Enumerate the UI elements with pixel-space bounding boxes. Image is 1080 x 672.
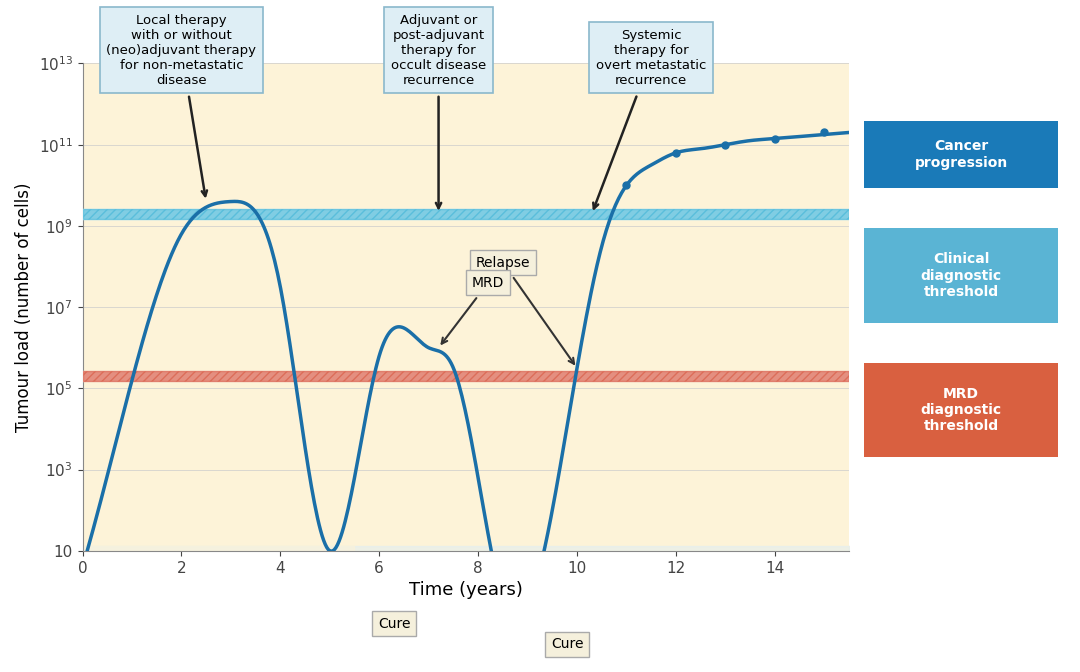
X-axis label: Time (years): Time (years) bbox=[409, 581, 523, 599]
Text: MRD
diagnostic
threshold: MRD diagnostic threshold bbox=[920, 386, 1002, 433]
Text: Cure: Cure bbox=[551, 637, 583, 651]
Text: Adjuvant or
post-adjuvant
therapy for
occult disease
recurrence: Adjuvant or post-adjuvant therapy for oc… bbox=[391, 13, 486, 208]
Text: Local therapy
with or without
(neo)adjuvant therapy
for non-metastatic
disease: Local therapy with or without (neo)adjuv… bbox=[107, 13, 256, 196]
Y-axis label: Tumour load (number of cells): Tumour load (number of cells) bbox=[15, 182, 33, 432]
Text: Systemic
therapy for
overt metastatic
recurrence: Systemic therapy for overt metastatic re… bbox=[593, 29, 706, 208]
Text: Relapse: Relapse bbox=[475, 255, 575, 364]
Text: MRD: MRD bbox=[442, 276, 504, 343]
Text: Cancer
progression: Cancer progression bbox=[915, 140, 1008, 169]
Text: Clinical
diagnostic
threshold: Clinical diagnostic threshold bbox=[920, 252, 1002, 299]
Text: Cure: Cure bbox=[378, 617, 410, 631]
